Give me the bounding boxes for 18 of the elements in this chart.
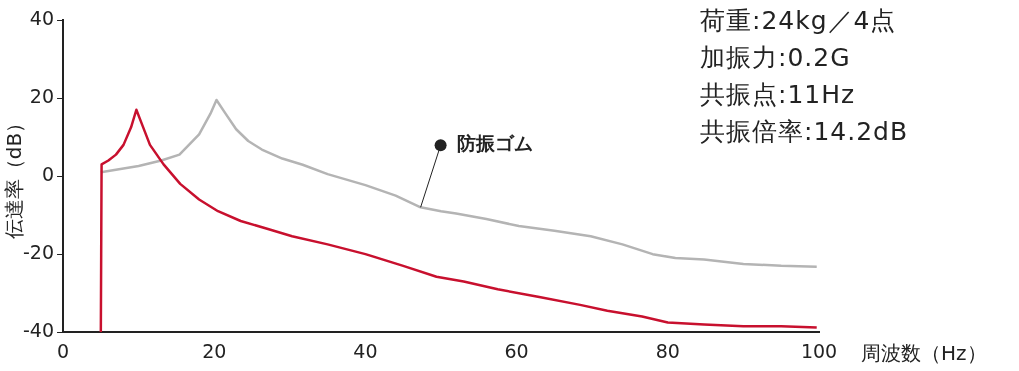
y-tick-label: 0 xyxy=(41,163,55,186)
y-axis-title: 伝達率（dB） xyxy=(2,112,27,240)
annotation: 加振力:0.2G xyxy=(700,42,852,74)
y-tick-label: -20 xyxy=(22,241,55,264)
x-tick-label: 80 xyxy=(655,339,680,362)
x-tick-label: 60 xyxy=(504,339,529,362)
x-tick-label: 40 xyxy=(353,339,378,362)
annotation: 荷重:24kg／4点 xyxy=(700,5,898,37)
text: 防振ゴム xyxy=(456,132,533,155)
annotation: 共振倍率:14.2dB xyxy=(700,116,909,148)
y-tick-label: -40 xyxy=(22,319,55,342)
x-tick-label: 100 xyxy=(800,339,838,362)
x-tick-label: 20 xyxy=(202,339,227,362)
y-tick-label: 20 xyxy=(29,84,55,107)
x-tick-label: 0 xyxy=(56,339,70,362)
x-axis-title: 周波数（Hz） xyxy=(861,341,987,366)
annotation: 共振点:11Hz xyxy=(700,79,857,111)
y-tick-label: 40 xyxy=(29,6,55,29)
